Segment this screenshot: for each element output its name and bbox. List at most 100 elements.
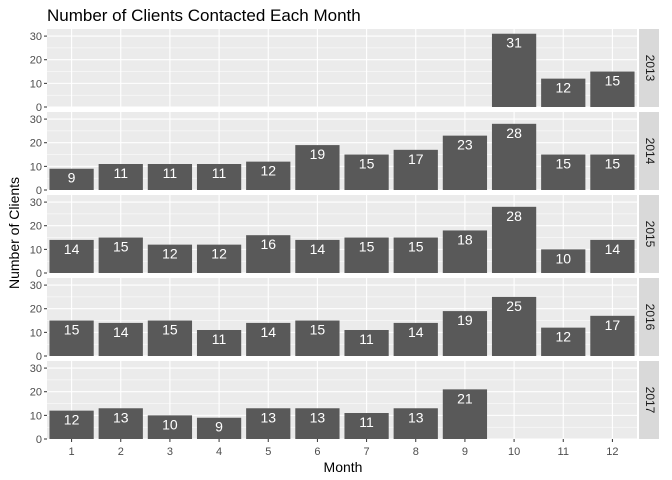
bar-value-label: 14 <box>605 241 621 257</box>
bar-value-label: 11 <box>212 165 227 181</box>
bar <box>147 415 193 439</box>
bar-value-label: 15 <box>310 322 326 338</box>
bar-value-label: 14 <box>113 324 129 340</box>
y-tick-label: 10 <box>30 410 42 422</box>
bar <box>491 123 537 190</box>
bar <box>442 389 488 439</box>
y-tick-label: 20 <box>30 221 42 233</box>
bar-value-label: 10 <box>162 416 178 432</box>
x-tick-label: 3 <box>167 446 173 458</box>
bar <box>49 320 94 356</box>
facet-strip <box>639 195 659 273</box>
x-tick-label: 1 <box>69 446 75 458</box>
bar <box>196 330 242 356</box>
bar-value-label: 17 <box>605 317 621 333</box>
bar <box>393 149 438 190</box>
bar-value-label: 15 <box>162 322 178 338</box>
y-tick-label: 0 <box>36 268 42 280</box>
bar <box>147 320 193 356</box>
bar <box>442 311 488 356</box>
bar <box>590 154 635 190</box>
panel-background <box>47 195 637 273</box>
bar <box>196 164 242 190</box>
y-tick-label: 30 <box>30 363 42 375</box>
panel-background <box>47 112 637 190</box>
bar-value-label: 13 <box>260 409 276 425</box>
facet-strip-label: 2017 <box>643 387 657 414</box>
x-tick-label: 2 <box>118 446 124 458</box>
bar-value-label: 15 <box>408 239 424 255</box>
facet-strip-label: 2013 <box>643 55 657 82</box>
y-tick-label: 20 <box>30 138 42 150</box>
bar <box>344 154 389 190</box>
bar <box>147 244 193 273</box>
bar <box>196 244 242 273</box>
y-tick-label: 0 <box>36 434 42 446</box>
bar-value-label: 10 <box>555 250 571 266</box>
bar <box>541 78 586 107</box>
bar-value-label: 31 <box>506 35 522 51</box>
bar-value-label: 13 <box>310 409 326 425</box>
bar <box>98 237 143 273</box>
bar-value-label: 19 <box>457 312 473 328</box>
chart-title: Number of Clients Contacted Each Month <box>47 6 361 25</box>
bar <box>442 230 488 273</box>
bar <box>295 145 340 190</box>
bar-value-label: 11 <box>359 414 374 430</box>
x-tick-label: 10 <box>508 446 520 458</box>
bar <box>147 164 193 190</box>
y-tick-label: 0 <box>36 102 42 114</box>
bar-value-label: 28 <box>506 208 522 224</box>
bar <box>246 235 291 273</box>
y-tick-label: 0 <box>36 351 42 363</box>
bar-value-label: 12 <box>162 246 178 262</box>
bar <box>491 206 537 273</box>
bar-value-label: 19 <box>310 146 326 162</box>
bar <box>49 239 94 273</box>
bar-value-label: 25 <box>506 298 522 314</box>
bar <box>98 164 143 190</box>
facet-strip <box>639 361 659 439</box>
facet-strip <box>639 278 659 356</box>
bar-value-label: 15 <box>359 239 375 255</box>
bar <box>541 154 586 190</box>
y-tick-label: 10 <box>30 161 42 173</box>
bar-value-label: 9 <box>215 419 223 435</box>
y-tick-label: 20 <box>30 304 42 316</box>
bar-value-label: 15 <box>555 156 571 172</box>
bar-value-label: 18 <box>457 231 473 247</box>
bar <box>590 315 635 356</box>
x-tick-label: 11 <box>558 446 569 458</box>
bar-value-label: 14 <box>310 241 326 257</box>
bar <box>491 33 537 107</box>
bar-value-label: 14 <box>408 324 424 340</box>
y-tick-label: 0 <box>36 185 42 197</box>
facet-strip-label: 2016 <box>643 304 657 331</box>
x-tick-label: 9 <box>462 446 468 458</box>
bar <box>295 239 340 273</box>
bar-value-label: 13 <box>113 409 129 425</box>
bar-value-label: 15 <box>605 156 621 172</box>
facet-strip-label: 2014 <box>643 138 657 165</box>
facet-strip <box>639 29 659 107</box>
bar <box>98 408 143 439</box>
bar <box>344 413 389 439</box>
y-tick-label: 20 <box>30 55 42 67</box>
y-tick-label: 30 <box>30 280 42 292</box>
bar <box>246 408 291 439</box>
bar-value-label: 11 <box>163 165 178 181</box>
bar <box>344 330 389 356</box>
bar-value-label: 15 <box>113 239 129 255</box>
bar-value-label: 15 <box>359 156 375 172</box>
y-axis-title: Number of Clients <box>6 177 22 289</box>
bar <box>98 322 143 356</box>
bar <box>246 161 291 190</box>
bar-value-label: 15 <box>64 322 80 338</box>
bar-value-label: 12 <box>260 163 276 179</box>
bar-value-label: 13 <box>408 409 424 425</box>
bar-value-label: 14 <box>260 324 276 340</box>
bar <box>393 322 438 356</box>
bar <box>541 327 586 356</box>
